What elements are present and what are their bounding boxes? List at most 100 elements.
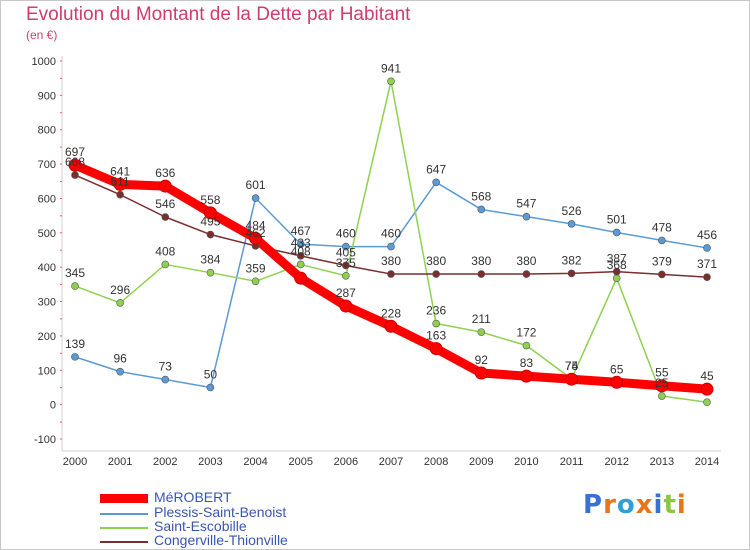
logo-letter: P xyxy=(583,490,604,520)
data-label: 501 xyxy=(607,212,627,226)
data-point xyxy=(68,158,82,172)
legend-swatch xyxy=(100,494,148,503)
data-point xyxy=(251,194,260,202)
chart-subtitle: (en €) xyxy=(26,28,58,42)
data-point xyxy=(474,366,488,380)
data-point xyxy=(161,213,170,221)
legend-label: Plessis-Saint-Benoist xyxy=(154,504,287,520)
data-label: 83 xyxy=(520,356,534,370)
data-point xyxy=(522,212,531,221)
logo-letter: o xyxy=(616,490,636,520)
data-point xyxy=(432,319,440,328)
data-label: 65 xyxy=(610,362,624,376)
data-label: 368 xyxy=(607,258,627,272)
data-point xyxy=(522,270,531,278)
x-tick-label: 2007 xyxy=(379,456,403,468)
data-label: 558 xyxy=(200,193,220,207)
data-label: 96 xyxy=(113,352,127,366)
data-label: 287 xyxy=(336,286,356,300)
data-point xyxy=(522,341,531,350)
data-label: 345 xyxy=(65,266,85,280)
logo-letter: x xyxy=(635,490,654,520)
data-label: 467 xyxy=(291,224,311,238)
data-label: 547 xyxy=(516,197,536,211)
series-points xyxy=(68,77,714,407)
data-point xyxy=(71,171,79,179)
data-point xyxy=(342,271,350,280)
data-labels: 697 641 636 558 484 287 228 163 92 83 74 65 55 45 139 9… xyxy=(65,61,717,390)
data-point xyxy=(477,270,486,278)
x-tick-label: 2002 xyxy=(153,456,177,468)
data-point xyxy=(206,383,215,392)
data-point xyxy=(203,206,217,220)
data-label: 382 xyxy=(562,253,582,267)
x-tick-label: 2011 xyxy=(560,456,584,468)
data-label: 387 xyxy=(607,252,627,266)
data-point xyxy=(567,220,576,228)
data-point xyxy=(612,274,621,282)
data-point xyxy=(610,375,624,389)
data-point xyxy=(342,261,350,270)
data-label: 236 xyxy=(426,304,446,318)
data-point xyxy=(612,228,621,237)
data-label: 526 xyxy=(562,204,582,218)
data-label: 697 xyxy=(65,145,85,159)
data-label: 380 xyxy=(516,254,536,268)
data-label: 45 xyxy=(700,369,714,383)
data-label: 433 xyxy=(291,236,311,250)
data-label: 228 xyxy=(381,306,401,320)
legend-label: Congerville-Thionville xyxy=(154,532,288,548)
legend-label: Saint-Escobille xyxy=(154,518,247,534)
x-tick-label: 2010 xyxy=(514,456,538,468)
y-tick-label: 500 xyxy=(38,228,56,240)
data-label: 568 xyxy=(471,189,491,203)
data-point xyxy=(339,299,353,313)
data-point xyxy=(658,392,666,400)
data-label: 92 xyxy=(475,353,489,367)
data-point xyxy=(296,240,305,248)
x-tick-label: 2004 xyxy=(243,456,267,468)
data-label: 408 xyxy=(155,244,175,258)
data-point xyxy=(432,178,440,187)
y-tick-label: 1000 xyxy=(32,56,56,68)
data-label: 25 xyxy=(655,376,669,390)
data-point xyxy=(387,270,395,278)
axes: -100 0 100 200 300 400 500 600 700 800 900 1000 2000… xyxy=(32,56,721,468)
data-label: 484 xyxy=(246,218,266,232)
data-point xyxy=(251,277,260,286)
data-label: 668 xyxy=(65,155,85,169)
data-point xyxy=(432,270,440,278)
data-point xyxy=(387,242,395,251)
chart-title: Evolution du Montant de la Dette par Hab… xyxy=(26,4,411,25)
logo-letter: i xyxy=(676,490,687,520)
data-label: 405 xyxy=(336,245,356,259)
x-tick-label: 2006 xyxy=(334,456,358,468)
data-label: 73 xyxy=(159,360,173,374)
data-label: 941 xyxy=(381,61,401,75)
data-label: 296 xyxy=(110,283,130,297)
data-label: 379 xyxy=(652,254,672,268)
data-point xyxy=(342,242,350,251)
legend-label: MéROBERT xyxy=(154,489,232,505)
logo-letter: i xyxy=(653,490,664,520)
y-tick-label: -100 xyxy=(34,434,56,446)
legend-swatch xyxy=(100,527,148,529)
data-label: 380 xyxy=(381,254,401,268)
data-label: 380 xyxy=(426,254,446,268)
data-point xyxy=(567,269,576,278)
data-point xyxy=(565,372,579,386)
data-point xyxy=(612,267,621,276)
series-line-2 xyxy=(74,80,708,403)
legend-swatch xyxy=(100,541,148,543)
data-point xyxy=(658,270,666,279)
legend-swatch xyxy=(100,513,148,515)
data-label: 478 xyxy=(652,220,672,234)
data-label: 546 xyxy=(155,197,175,211)
data-point xyxy=(161,375,170,384)
data-label: 460 xyxy=(381,227,401,241)
data-point xyxy=(71,282,79,290)
y-tick-label: 100 xyxy=(38,365,56,377)
y-tick-label: 600 xyxy=(38,193,56,205)
data-point xyxy=(700,382,714,396)
